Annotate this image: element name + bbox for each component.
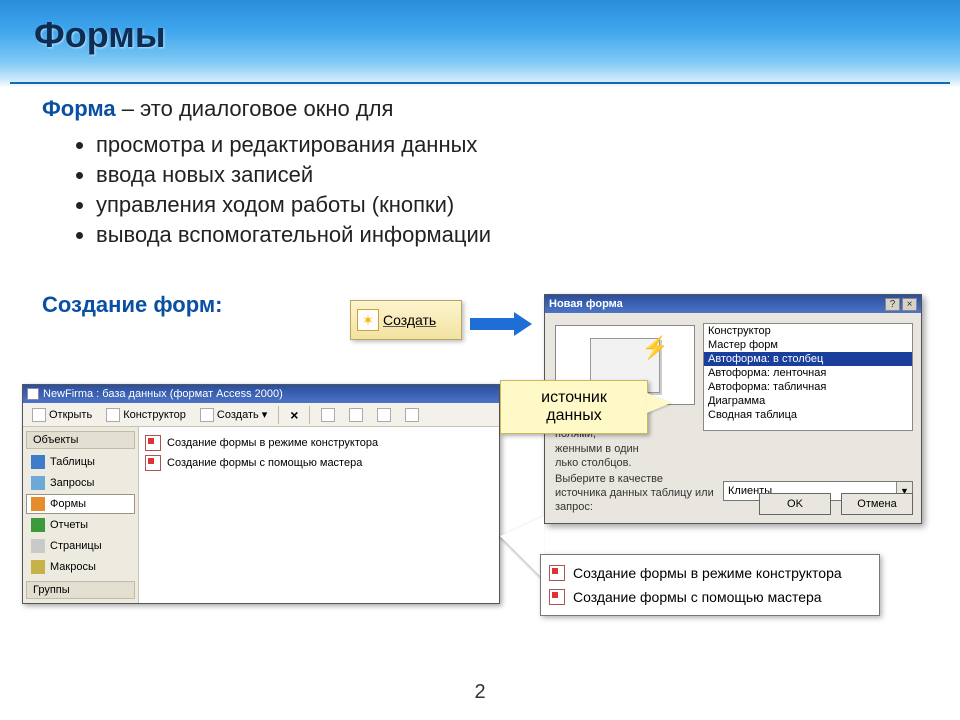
page-icon: [31, 539, 45, 553]
new-icon: [200, 408, 214, 422]
pane-item[interactable]: Создание формы с помощью мастера: [145, 453, 493, 473]
new-icon: ✶: [357, 309, 379, 331]
form-icon: [31, 497, 45, 511]
nav-item-macros[interactable]: Макросы: [26, 557, 135, 577]
view-large-icon[interactable]: [316, 406, 340, 424]
definition-bullets: просмотра и редактирования данных ввода …: [96, 128, 491, 252]
definition-term: Форма: [42, 96, 116, 121]
nav-item-queries[interactable]: Запросы: [26, 473, 135, 493]
create-button[interactable]: ✶ Создать: [350, 300, 462, 340]
list-item[interactable]: Автоформа: табличная: [704, 380, 912, 394]
data-source-callout: источник данных: [500, 380, 648, 434]
objects-nav: Объекты Таблицы Запросы Формы Отчеты Стр…: [23, 427, 139, 603]
source-label: Выберите в качестве источника данных таб…: [555, 473, 715, 514]
app-icon: [27, 388, 39, 400]
form-type-list[interactable]: Конструктор Мастер форм Автоформа: в сто…: [703, 323, 913, 431]
nav-item-forms[interactable]: Формы: [26, 494, 135, 514]
list-item[interactable]: Диаграмма: [704, 394, 912, 408]
sub-header: Создание форм:: [42, 292, 222, 318]
callout-row: Создание формы с помощью мастера: [549, 585, 871, 609]
list-item-selected[interactable]: Автоформа: в столбец: [704, 352, 912, 366]
open-icon: [32, 408, 46, 422]
list-item[interactable]: Конструктор: [704, 324, 912, 338]
db-title: NewFirma : база данных (формат Access 20…: [43, 388, 283, 400]
delete-button[interactable]: ×: [285, 405, 303, 425]
page-number: 2: [0, 681, 960, 704]
design-button[interactable]: Конструктор: [101, 406, 191, 424]
wizard-icon: [549, 589, 565, 605]
callout-row: Создание формы в режиме конструктора: [549, 561, 871, 585]
nav-item-pages[interactable]: Страницы: [26, 536, 135, 556]
create-button[interactable]: Создать▾: [195, 406, 272, 424]
db-toolbar: Открыть Конструктор Создать▾ ×: [23, 403, 499, 427]
database-window: NewFirma : база данных (формат Access 20…: [22, 384, 500, 604]
nav-header: Объекты: [26, 431, 135, 449]
bullet: управления ходом работы (кнопки): [96, 192, 491, 218]
definition: Форма – это диалоговое окно для: [42, 96, 393, 122]
pane-zoom-callout: Создание формы в режиме конструктора Соз…: [540, 554, 880, 616]
db-titlebar: NewFirma : база данных (формат Access 20…: [23, 385, 499, 403]
view-small-icon[interactable]: [344, 406, 368, 424]
bullet: вывода вспомогательной информации: [96, 222, 491, 248]
callout-tail: [500, 516, 544, 580]
bullet: ввода новых записей: [96, 162, 491, 188]
callout-line: источник: [505, 389, 643, 407]
query-icon: [31, 476, 45, 490]
dialog-titlebar: Новая форма ? ×: [545, 295, 921, 313]
create-button-label: Создать: [383, 312, 436, 328]
close-button[interactable]: ×: [902, 298, 917, 311]
view-details-icon[interactable]: [400, 406, 424, 424]
definition-rest: – это диалоговое окно для: [116, 96, 394, 121]
help-button[interactable]: ?: [885, 298, 900, 311]
arrow-icon: [470, 314, 532, 334]
ok-button[interactable]: OK: [759, 493, 831, 515]
bullet: просмотра и редактирования данных: [96, 132, 491, 158]
pane-item[interactable]: Создание формы в режиме конструктора: [145, 433, 493, 453]
report-icon: [31, 518, 45, 532]
dialog-title: Новая форма: [549, 298, 883, 310]
forms-pane: Создание формы в режиме конструктора Соз…: [139, 427, 499, 603]
list-item[interactable]: Сводная таблица: [704, 408, 912, 422]
wizard-icon: [549, 565, 565, 581]
list-item[interactable]: Мастер форм: [704, 338, 912, 352]
nav-groups[interactable]: Группы: [26, 581, 135, 599]
slide-title: Формы: [34, 14, 166, 56]
cancel-button[interactable]: Отмена: [841, 493, 913, 515]
table-icon: [31, 455, 45, 469]
callout-line: данных: [505, 407, 643, 425]
design-icon: [106, 408, 120, 422]
open-button[interactable]: Открыть: [27, 406, 97, 424]
nav-item-reports[interactable]: Отчеты: [26, 515, 135, 535]
wizard-icon: [145, 455, 161, 471]
wizard-icon: [145, 435, 161, 451]
view-list-icon[interactable]: [372, 406, 396, 424]
macro-icon: [31, 560, 45, 574]
nav-item-tables[interactable]: Таблицы: [26, 452, 135, 472]
list-item[interactable]: Автоформа: ленточная: [704, 366, 912, 380]
